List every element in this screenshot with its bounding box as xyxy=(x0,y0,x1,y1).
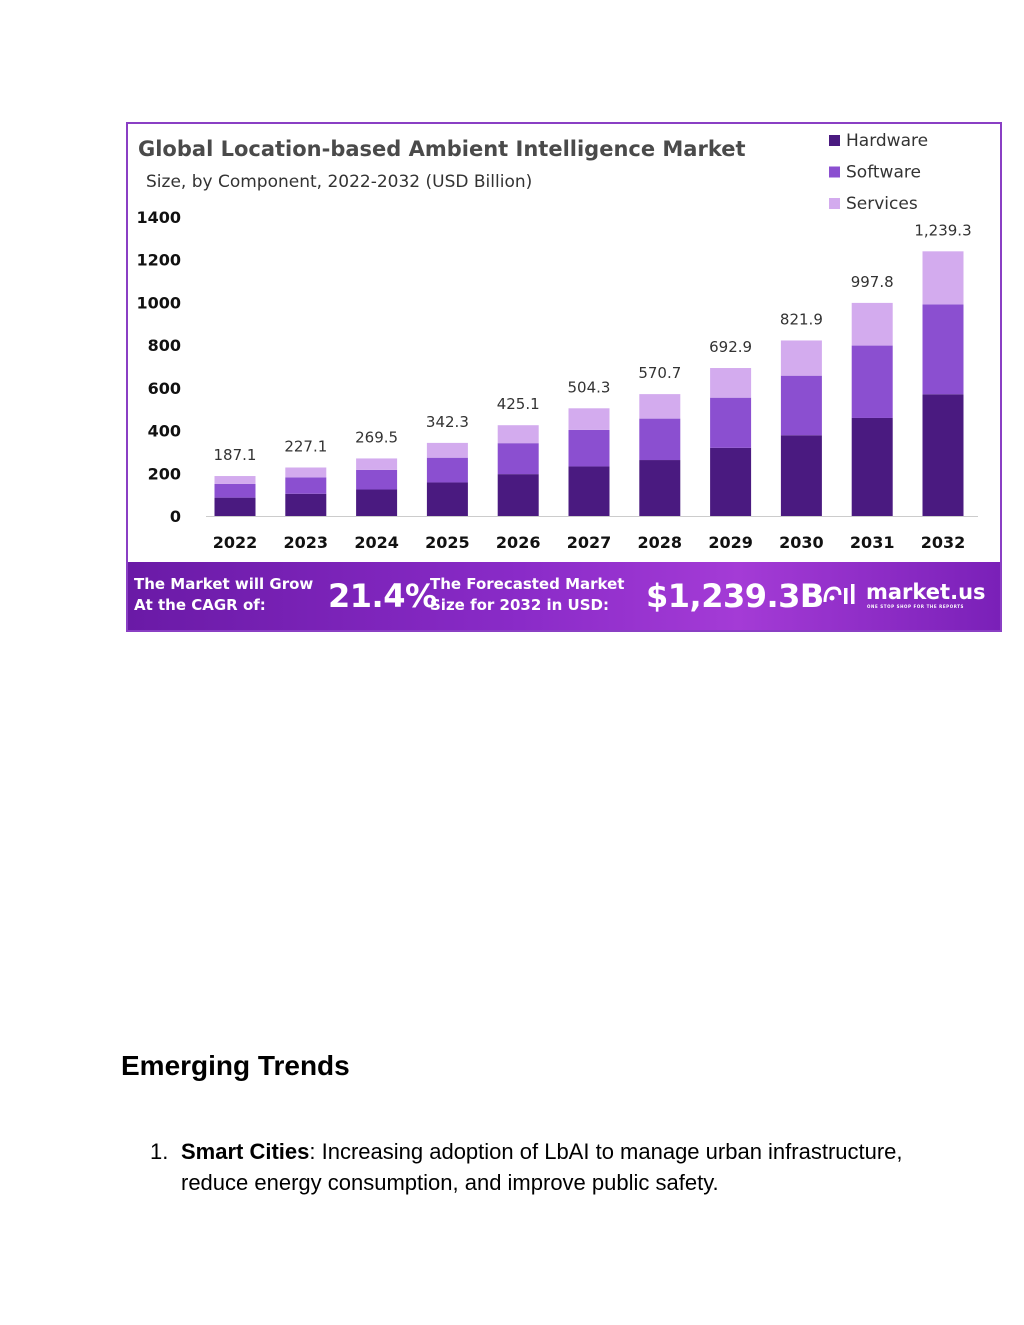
bar-segment-software xyxy=(214,483,256,498)
market-us-logo-tagline: ONE STOP SHOP FOR THE REPORTS xyxy=(867,604,965,609)
bar-segment-software xyxy=(568,429,610,467)
bar-segment-services xyxy=(568,408,610,430)
data-label: 504.3 xyxy=(568,378,611,396)
bar-segment-software xyxy=(922,304,964,395)
data-label: 570.7 xyxy=(638,364,681,382)
forecast-label-line1: The Forecasted Market xyxy=(430,575,625,593)
data-label: 227.1 xyxy=(284,437,327,455)
legend-swatch-hardware xyxy=(829,135,840,146)
market-chart-figure: Global Location-based Ambient Intelligen… xyxy=(126,122,1002,632)
bar-segment-services xyxy=(922,251,964,305)
bar-segment-software xyxy=(356,469,398,490)
market-us-logo-text: market.us xyxy=(866,580,986,604)
x-tick-label: 2032 xyxy=(921,533,966,552)
data-label: 821.9 xyxy=(780,310,823,328)
bar-segment-services xyxy=(426,442,468,458)
x-tick-label: 2026 xyxy=(496,533,541,552)
bar-segment-hardware xyxy=(710,447,752,516)
bar-segment-services xyxy=(851,302,893,346)
bar-segment-services xyxy=(710,368,752,398)
bar-segment-hardware xyxy=(780,435,822,516)
list-item-title: Smart Cities xyxy=(181,1139,310,1164)
x-tick-label: 2024 xyxy=(354,533,399,552)
data-label: 1,239.3 xyxy=(914,221,971,239)
y-tick-label: 1200 xyxy=(136,251,181,270)
data-label: 269.5 xyxy=(355,428,398,446)
data-label: 425.1 xyxy=(497,395,540,413)
legend-swatch-services xyxy=(829,198,840,209)
bar-segment-hardware xyxy=(851,417,893,516)
summary-banner: The Market will Grow At the CAGR of: 21.… xyxy=(128,562,1000,630)
data-label: 692.9 xyxy=(709,338,752,356)
x-tick-label: 2031 xyxy=(850,533,895,552)
bar-segment-services xyxy=(780,340,822,376)
bar-segment-hardware xyxy=(568,466,610,516)
legend-label: Services xyxy=(846,194,918,214)
y-axis-ticks: 0 200 400 600 800 1000 1200 1400 xyxy=(136,208,181,526)
bar-segment-software xyxy=(497,443,539,475)
bar-segment-software xyxy=(285,477,327,494)
bar-segment-hardware xyxy=(497,474,539,516)
market-us-logo-icon xyxy=(823,584,855,604)
bar-segment-services xyxy=(639,394,681,419)
bar-segment-software xyxy=(851,345,893,418)
x-tick-label: 2030 xyxy=(779,533,824,552)
x-tick-label: 2029 xyxy=(708,533,753,552)
legend-label: Software xyxy=(846,163,921,183)
y-tick-label: 800 xyxy=(148,336,181,355)
bars-group xyxy=(214,251,964,516)
bar-segment-services xyxy=(214,476,256,484)
data-labels-group: 187.1 227.1 269.5 342.3 425.1 504.3 570.7 692.9… xyxy=(214,221,972,464)
bar-segment-services xyxy=(356,458,398,470)
chart-subtitle: Size, by Component, 2022-2032 (USD Billi… xyxy=(146,172,532,192)
forecast-label-line2: Size for 2032 in USD: xyxy=(430,596,609,614)
list-item: 1. Smart Cities: Increasing adoption of … xyxy=(150,1136,930,1198)
trends-list: 1. Smart Cities: Increasing adoption of … xyxy=(150,1136,930,1198)
y-tick-label: 400 xyxy=(148,422,181,441)
cagr-label-line1: The Market will Grow xyxy=(134,575,314,593)
data-label: 342.3 xyxy=(426,413,469,431)
x-tick-label: 2023 xyxy=(284,533,329,552)
bar-segment-hardware xyxy=(639,460,681,516)
data-label: 187.1 xyxy=(214,446,257,464)
list-item-number: 1. xyxy=(150,1139,169,1164)
x-tick-label: 2027 xyxy=(567,533,612,552)
bar-segment-hardware xyxy=(285,493,327,516)
bar-segment-software xyxy=(710,397,752,448)
legend: Hardware Software Services xyxy=(829,131,928,214)
section-heading: Emerging Trends xyxy=(121,1050,350,1081)
bar-segment-hardware xyxy=(214,497,256,516)
y-tick-label: 200 xyxy=(148,464,181,483)
legend-swatch-software xyxy=(829,166,840,178)
x-tick-label: 2028 xyxy=(638,533,683,552)
bar-segment-services xyxy=(285,467,327,478)
bar-segment-software xyxy=(780,375,822,436)
data-label: 997.8 xyxy=(851,273,894,291)
bar-segment-services xyxy=(497,425,539,444)
legend-label: Hardware xyxy=(846,131,928,151)
x-tick-label: 2025 xyxy=(425,533,470,552)
cagr-value: 21.4% xyxy=(328,577,437,615)
chart-title: Global Location-based Ambient Intelligen… xyxy=(138,137,746,161)
bar-segment-software xyxy=(426,457,468,483)
y-tick-label: 600 xyxy=(148,379,181,398)
y-tick-label: 1000 xyxy=(136,293,181,312)
y-tick-label: 0 xyxy=(170,507,181,526)
list-item-text: : Increasing adoption of LbAI to manage … xyxy=(181,1139,903,1195)
y-tick-label: 1400 xyxy=(136,208,181,227)
bar-segment-hardware xyxy=(356,489,398,516)
stacked-bar-chart: Global Location-based Ambient Intelligen… xyxy=(136,131,978,552)
bar-segment-software xyxy=(639,418,681,461)
cagr-label-line2: At the CAGR of: xyxy=(134,596,266,614)
bar-segment-hardware xyxy=(922,394,964,516)
x-axis-ticks: 2022 2023 2024 2025 2026 2027 2028 2029 2030 2031… xyxy=(213,533,966,552)
bar-segment-hardware xyxy=(426,482,468,516)
forecast-value: $1,239.3B xyxy=(646,577,824,615)
x-tick-label: 2022 xyxy=(213,533,258,552)
